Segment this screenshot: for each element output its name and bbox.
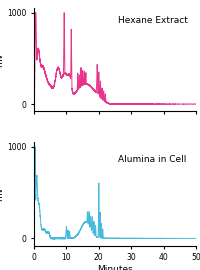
Text: Hexane Extract: Hexane Extract [118,16,188,25]
Text: Alumina in Cell: Alumina in Cell [118,155,187,164]
Y-axis label: mV: mV [0,187,4,201]
Y-axis label: mV: mV [0,52,4,67]
X-axis label: Minutes: Minutes [97,265,133,270]
